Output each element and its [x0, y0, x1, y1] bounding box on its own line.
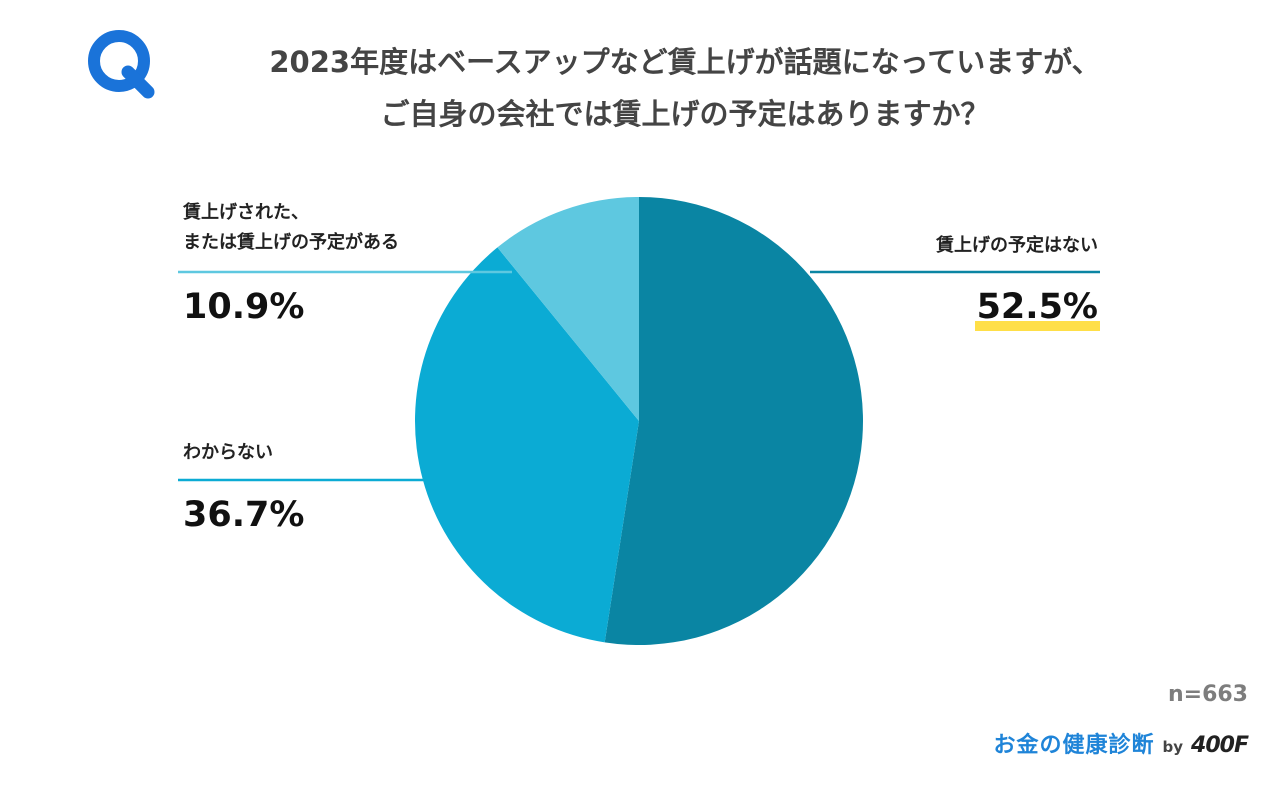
question-title-line-1: 2023年度はベースアップなど賃上げが話題になっていますが、: [269, 45, 1101, 79]
question-title: 2023年度はベースアップなど賃上げが話題になっていますが、 ご自身の会社では賃…: [170, 36, 1200, 140]
brand-name: お金の健康診断: [993, 733, 1155, 758]
q-icon: [88, 30, 155, 99]
brand-by: by: [1162, 738, 1184, 756]
slice-value-unknown: 36.7%: [183, 495, 305, 535]
value-highlight: 52.5%: [974, 287, 1101, 331]
slice-label-planned-line-2: または賃上げの予定がある: [183, 232, 399, 253]
slice-value-none: 52.5%: [974, 287, 1101, 331]
slice-label-planned: 賃上げされた、 または賃上げの予定がある: [183, 198, 399, 258]
brand-logo: お金の健康診断 by 400F: [993, 727, 1249, 759]
slice-label-none: 賃上げの予定はない: [936, 235, 1098, 256]
pie-slice-none: [604, 197, 863, 645]
pie-slice-planned: [497, 197, 639, 421]
sample-size: n=663: [1167, 682, 1248, 707]
brand-400f: 400F: [1191, 733, 1249, 758]
slice-label-planned-line-1: 賃上げされた、: [183, 202, 309, 223]
pie-slice-unknown: [414, 247, 639, 643]
slice-value-planned: 10.9%: [183, 287, 305, 327]
question-title-line-2: ご自身の会社では賃上げの予定はありますか？: [380, 97, 990, 131]
slice-label-unknown: わからない: [183, 442, 273, 463]
